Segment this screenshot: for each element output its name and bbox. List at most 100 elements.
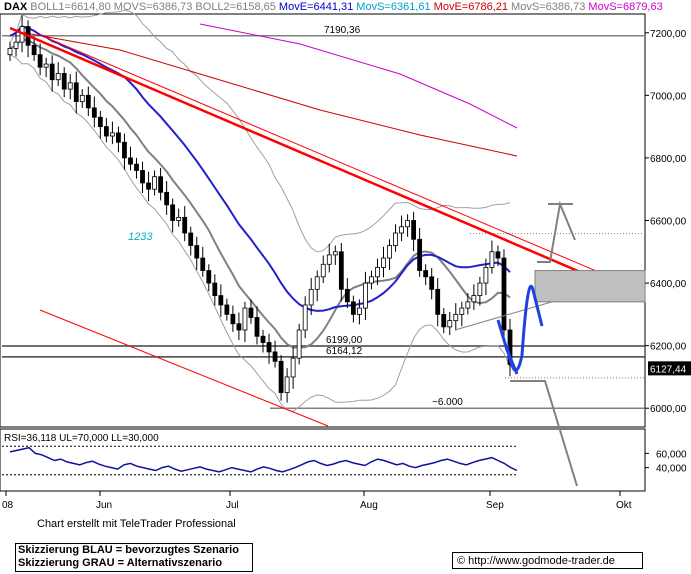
candle-body-68 xyxy=(417,238,423,271)
time-tick-label-3: Aug xyxy=(360,500,378,511)
candle-body-22 xyxy=(140,170,145,184)
candle-body-14 xyxy=(91,107,97,118)
candle-body-0 xyxy=(7,48,13,56)
candle-body-26 xyxy=(164,191,170,206)
candle-body-69 xyxy=(423,270,429,278)
candle-body-48 xyxy=(296,329,302,359)
level-label-3: ~6.000 xyxy=(432,397,463,408)
candle-body-47 xyxy=(290,357,296,378)
rsi-line xyxy=(9,446,518,473)
candle-body-7 xyxy=(49,63,55,81)
candle-body-56 xyxy=(344,288,350,303)
candle-body-53 xyxy=(326,254,332,265)
candle-body-19 xyxy=(122,141,127,159)
candle-body-75 xyxy=(459,307,465,315)
bollinger-lower xyxy=(9,54,511,412)
candle-body-58 xyxy=(356,307,362,315)
candle-body-11 xyxy=(73,82,79,103)
price-tick-label-0: 7200,00 xyxy=(650,29,687,40)
candle-body-43 xyxy=(266,342,272,353)
legend-blue: Skizzierung BLAU = bevorzugtes Szenario xyxy=(18,544,239,556)
candle-body-62 xyxy=(381,257,386,268)
header-item-2: MOVS=6386,73 xyxy=(113,1,196,13)
candle-body-54 xyxy=(332,251,338,256)
rsi-label: RSI=36,118 UL=70,000 LL=30,000 xyxy=(4,433,159,444)
candle-body-33 xyxy=(206,270,212,284)
price-tick-label-5: 6200,00 xyxy=(650,342,687,353)
candle-body-34 xyxy=(212,282,218,296)
candle-body-39 xyxy=(242,307,248,331)
price-tick-label-3: 6600,00 xyxy=(650,217,687,228)
candle-body-61 xyxy=(375,267,380,278)
candle-body-8 xyxy=(55,73,61,81)
candle-body-51 xyxy=(314,276,320,290)
candle-body-67 xyxy=(411,220,417,240)
moving-average-gray xyxy=(9,37,511,349)
header-item-1: BOLL1=6614,80 xyxy=(30,1,114,13)
candle-body-21 xyxy=(134,163,139,171)
candle-body-81 xyxy=(495,251,501,259)
moving-average-red xyxy=(19,31,518,157)
time-tick-label-4: Sep xyxy=(486,500,504,511)
candle-body-35 xyxy=(218,295,224,306)
candle-body-27 xyxy=(170,204,176,221)
legend-gray: Skizzierung GRAU = Alternativszenario xyxy=(18,557,223,569)
price-tick-label-4: 6400,00 xyxy=(650,279,687,290)
header-item-0: DAX xyxy=(4,1,31,13)
time-tick-label-0: 08 xyxy=(2,500,14,511)
candle-body-79 xyxy=(483,267,489,284)
candle-body-80 xyxy=(489,251,495,268)
candle-body-23 xyxy=(146,182,151,190)
moving-average-magenta xyxy=(199,23,518,129)
scenario-legend: Skizzierung BLAU = bevorzugtes Szenario … xyxy=(15,543,253,572)
candle-body-63 xyxy=(387,245,392,259)
time-tick-label-1: Jun xyxy=(96,500,112,511)
trendline-red-thin xyxy=(39,34,642,291)
candle-body-52 xyxy=(320,263,326,278)
candle-body-41 xyxy=(254,317,260,337)
level-label-0: 7190,36 xyxy=(324,25,361,36)
candle-body-74 xyxy=(453,313,459,322)
candle-body-64 xyxy=(393,232,398,246)
candle-body-57 xyxy=(350,301,356,315)
candle-body-16 xyxy=(103,126,109,137)
candle-body-59 xyxy=(363,282,368,309)
header-item-3: BOLL2=6158,65 xyxy=(195,1,279,13)
candle-body-65 xyxy=(399,226,404,234)
candle-body-31 xyxy=(194,245,200,259)
moving-average-blue xyxy=(9,25,511,312)
indicator-header: DAX BOLL1=6614,80 MOVS=6386,73 BOLL2=615… xyxy=(4,1,663,14)
time-tick-label-5: Okt xyxy=(616,500,632,511)
header-item-5: MovS=6361,61 xyxy=(356,1,434,13)
source-link[interactable]: © http://www.godmode-trader.de xyxy=(452,552,643,569)
current-price-label: 6127,44 xyxy=(650,364,687,375)
resistance-zone xyxy=(534,270,646,303)
header-item-7: MovS=6386,73 xyxy=(511,1,589,13)
candle-body-30 xyxy=(188,232,194,246)
candle-body-72 xyxy=(441,313,447,328)
candle-body-46 xyxy=(284,376,290,393)
rsi-tick-label-1: 40,000 xyxy=(656,464,687,475)
candle-body-78 xyxy=(477,282,483,296)
candle-body-36 xyxy=(224,304,230,315)
candle-body-28 xyxy=(176,216,182,221)
level-label-1: 6199,00 xyxy=(326,335,363,346)
price-tick-label-2: 6800,00 xyxy=(650,154,687,165)
trendline-red-lower xyxy=(39,309,329,427)
candle-body-4 xyxy=(31,44,37,56)
header-item-4: MovE=6441,31 xyxy=(278,1,357,13)
candle-body-82 xyxy=(501,257,507,331)
candle-body-45 xyxy=(278,360,284,393)
candle-body-29 xyxy=(182,216,188,234)
candle-body-44 xyxy=(272,351,278,362)
candle-body-38 xyxy=(236,323,242,331)
time-tick-label-2: Jul xyxy=(226,500,239,511)
candle-body-50 xyxy=(308,288,314,306)
candle-body-18 xyxy=(116,132,121,143)
candle-body-1 xyxy=(13,41,19,49)
level-label-2: 6164,12 xyxy=(326,346,363,357)
candle-body-25 xyxy=(158,176,164,193)
candle-body-49 xyxy=(302,304,308,331)
candle-body-37 xyxy=(230,313,236,325)
